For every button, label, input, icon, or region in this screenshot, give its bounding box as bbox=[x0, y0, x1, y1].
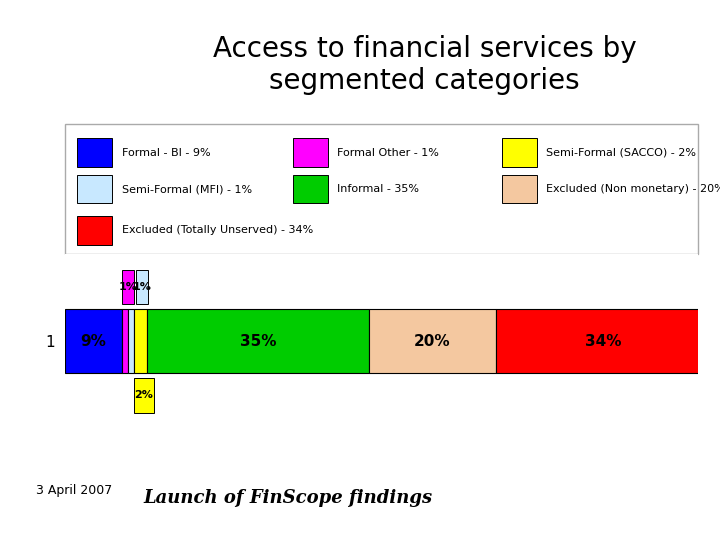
Bar bbox=[293, 175, 328, 203]
Text: Semi-Formal (SACCO) - 2%: Semi-Formal (SACCO) - 2% bbox=[546, 148, 696, 158]
Text: Informal - 35%: Informal - 35% bbox=[337, 184, 419, 194]
Text: 1%: 1% bbox=[132, 282, 151, 292]
Bar bbox=[135, 309, 147, 373]
Bar bbox=[369, 309, 495, 373]
Bar bbox=[136, 269, 148, 305]
Text: 35%: 35% bbox=[240, 334, 276, 348]
Bar bbox=[502, 175, 537, 203]
Text: Excluded (Non monetary) - 20%: Excluded (Non monetary) - 20% bbox=[546, 184, 720, 194]
Text: 2%: 2% bbox=[135, 390, 153, 400]
Bar bbox=[128, 309, 135, 373]
Text: Formal Other - 1%: Formal Other - 1% bbox=[337, 148, 439, 158]
Text: Semi-Formal (MFI) - 1%: Semi-Formal (MFI) - 1% bbox=[122, 184, 252, 194]
Bar bbox=[78, 175, 112, 203]
Text: 34%: 34% bbox=[585, 334, 621, 348]
Bar bbox=[78, 138, 112, 167]
Text: 9%: 9% bbox=[81, 334, 107, 348]
Text: Access to financial services by
segmented categories: Access to financial services by segmente… bbox=[213, 35, 636, 95]
Text: 1%: 1% bbox=[119, 282, 138, 292]
Bar bbox=[495, 309, 711, 373]
Bar bbox=[122, 269, 135, 305]
Bar bbox=[135, 377, 153, 413]
Bar bbox=[65, 309, 122, 373]
Text: 3 April 2007: 3 April 2007 bbox=[36, 484, 112, 497]
Bar bbox=[122, 309, 128, 373]
Bar bbox=[147, 309, 369, 373]
Text: Launch of FinScope findings: Launch of FinScope findings bbox=[143, 489, 433, 508]
Bar bbox=[293, 138, 328, 167]
Text: Formal - BI - 9%: Formal - BI - 9% bbox=[122, 148, 210, 158]
Bar bbox=[502, 138, 537, 167]
Bar bbox=[78, 216, 112, 245]
Text: 20%: 20% bbox=[414, 334, 451, 348]
Text: Excluded (Totally Unserved) - 34%: Excluded (Totally Unserved) - 34% bbox=[122, 226, 313, 235]
